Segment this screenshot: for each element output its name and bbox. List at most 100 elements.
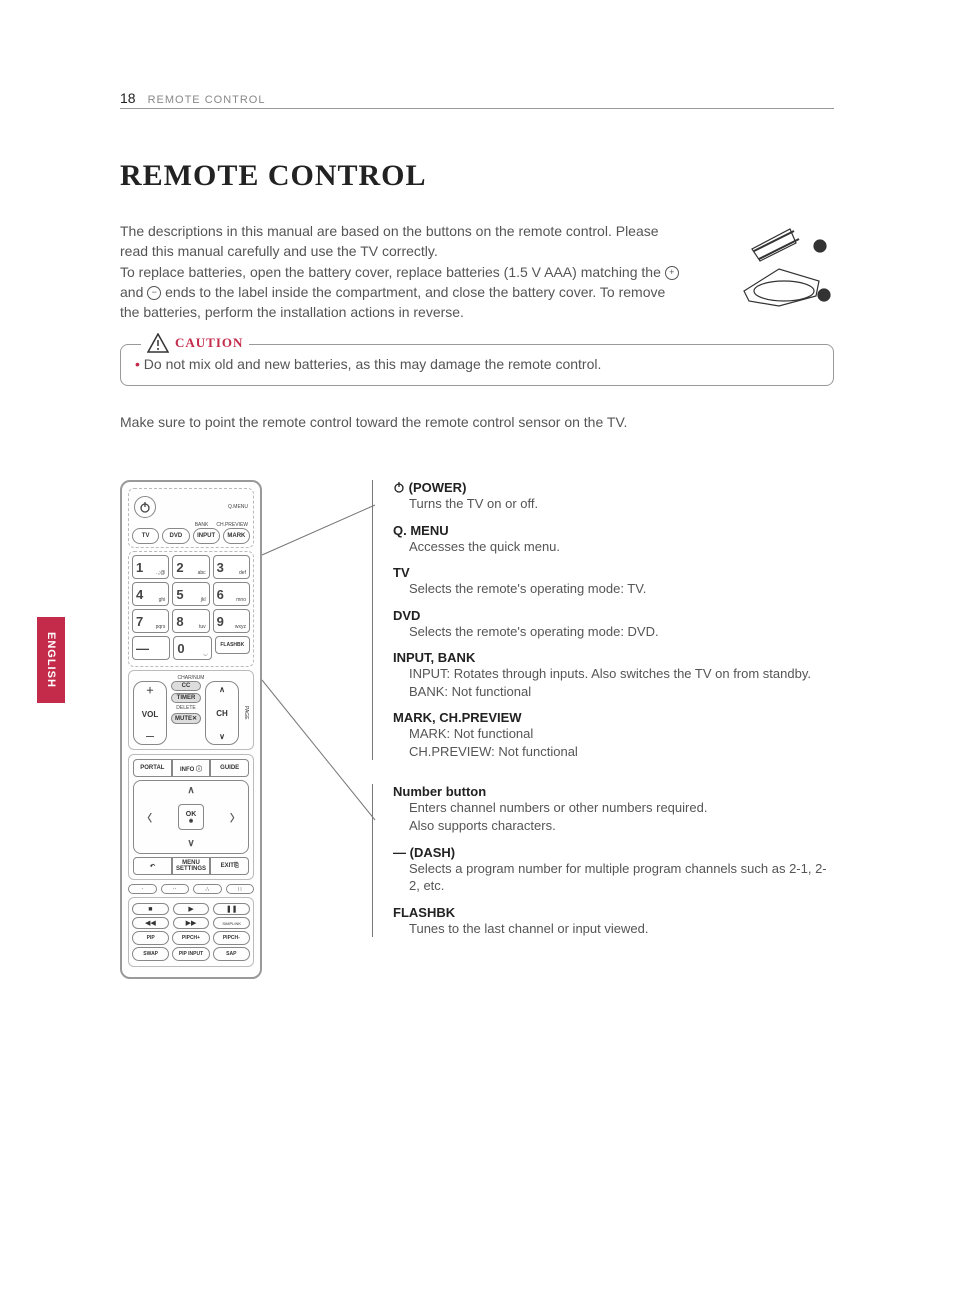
media-btn: ❚❚ [213, 903, 250, 915]
vol-ch-group: CHAR/NUM ＋VOL— CC TIMER DELETE MUTE✕ ∧CH… [128, 670, 254, 750]
cc-button: CC [171, 681, 201, 691]
pip-btn: PIP [132, 931, 169, 945]
desc-item: INPUT, BANKINPUT: Rotates through inputs… [393, 650, 834, 700]
language-tab: ENGLISH [37, 617, 65, 703]
media-btn: ■ [132, 903, 169, 915]
intro-p2c: ends to the label inside the compartment… [120, 284, 665, 320]
swap-row: SWAPPIP INPUT SAP [132, 947, 250, 961]
desc-title: DVD [393, 608, 834, 623]
desc-item: FLASHBKTunes to the last channel or inpu… [393, 905, 834, 938]
desc-body: Selects the remote's operating mode: DVD… [393, 623, 834, 641]
key-6: 6mno [213, 582, 250, 606]
mode-input: INPUT [193, 528, 220, 544]
menu-settings-button: MENUSETTINGS [172, 857, 211, 875]
nav-group: PORTAL INFO ⓘ GUIDE ∧ ∨ 〈 〉 OK◉ ↶ MENUSE… [128, 754, 254, 880]
exit-button: EXIT ⎘ [210, 857, 249, 875]
desc-item: (POWER)Turns the TV on or off. [393, 480, 834, 513]
timer-button: TIMER [171, 693, 201, 703]
key-2: 2abc [172, 555, 209, 579]
key-FLASHBK: FLASHBK [215, 636, 250, 654]
main-row: Q.MENU BANK CH.PREVIEW TVDVDINPUTMARK 1.… [120, 480, 834, 979]
swap-btn: PIP INPUT [172, 947, 209, 961]
dot1: · [128, 884, 157, 894]
mode-tv: TV [132, 528, 159, 544]
intro-p2b: and [120, 284, 147, 300]
delete-label: DELETE [171, 705, 201, 711]
media-row-1: ■ ▶❚❚ [132, 903, 250, 915]
left-arrow-icon: 〈 [142, 810, 152, 825]
down-arrow-icon: ∨ [187, 838, 194, 849]
desc-title: FLASHBK [393, 905, 834, 920]
desc-title: Number button [393, 784, 834, 799]
desc-item: Number buttonEnters channel numbers or o… [393, 784, 834, 834]
key-7: 7pqrs [132, 609, 169, 633]
media-btn: ▶ [173, 903, 210, 915]
desc-body: Tunes to the last channel or input viewe… [393, 920, 834, 938]
intro-row: The descriptions in this manual are base… [120, 221, 834, 322]
pip-row: PIPPIPCH+PIPCH- [132, 931, 250, 945]
plus-icon: + [665, 266, 679, 280]
desc-body: MARK: Not functionalCH.PREVIEW: Not func… [393, 725, 834, 760]
intro-text: The descriptions in this manual are base… [120, 221, 680, 322]
header-section: REMOTE CONTROL [148, 94, 266, 106]
warning-icon [147, 333, 169, 353]
page-number: 18 [120, 90, 136, 106]
key-4: 4ghi [132, 582, 169, 606]
caution-box: CAUTION Do not mix old and new batteries… [120, 344, 834, 386]
desc-block-b: Number buttonEnters channel numbers or o… [372, 784, 834, 937]
key-1: 1.,;@ [132, 555, 169, 579]
desc-title: — (DASH) [393, 845, 834, 860]
qmenu-label: Q.MENU [228, 504, 248, 510]
desc-item: Q. MENUAccesses the quick menu. [393, 523, 834, 556]
page: 18 REMOTE CONTROL REMOTE CONTROL The des… [0, 0, 954, 1039]
swap-btn: SAP [213, 947, 250, 961]
swap-btn: SWAP [132, 947, 169, 961]
desc-item: — (DASH)Selects a program number for mul… [393, 845, 834, 895]
desc-title: TV [393, 565, 834, 580]
desc-body: Turns the TV on or off. [393, 495, 834, 513]
desc-title: Q. MENU [393, 523, 834, 538]
minus-icon: − [147, 286, 161, 300]
guide-button: GUIDE [210, 759, 249, 777]
desc-body: Selects a program number for multiple pr… [393, 860, 834, 895]
ch-rocker: ∧CH∨ [205, 681, 239, 745]
media-row-2: ◀◀▶▶SIMPLINK [132, 917, 250, 929]
media-btn: SIMPLINK [213, 917, 250, 929]
vol-label: VOL [142, 710, 158, 719]
mute-button: MUTE✕ [171, 713, 201, 724]
media-btn: ◀◀ [132, 917, 169, 929]
remote-control-diagram: Q.MENU BANK CH.PREVIEW TVDVDINPUTMARK 1.… [120, 480, 262, 979]
section-title: REMOTE CONTROL [120, 159, 834, 193]
portal-button: PORTAL [133, 759, 172, 777]
caution-header: CAUTION [141, 333, 249, 353]
info-button: INFO ⓘ [172, 759, 211, 777]
ok-button: OK◉ [178, 804, 204, 830]
info-row: PORTAL INFO ⓘ GUIDE [133, 759, 249, 777]
desc-body: Accesses the quick menu. [393, 538, 834, 556]
desc-item: MARK, CH.PREVIEWMARK: Not functionalCH.P… [393, 710, 834, 760]
numpad-group: 1.,;@2abc3def4ghi5jkl6mno7pqrs8tuv9wxyz—… [128, 551, 254, 667]
desc-title: INPUT, BANK [393, 650, 834, 665]
key-8: 8tuv [172, 609, 209, 633]
desc-item: TVSelects the remote's operating mode: T… [393, 565, 834, 598]
media-group: ■▶❚❚ ◀◀▶▶SIMPLINK PIPPIPCH+PIPCH- SWAPPI… [128, 897, 254, 967]
remote-top-group: Q.MENU BANK CH.PREVIEW TVDVDINPUTMARK [128, 488, 254, 548]
right-arrow-icon: 〉 [230, 810, 240, 825]
key-9: 9wxyz [213, 609, 250, 633]
dpad: ∧ ∨ 〈 〉 OK◉ [133, 780, 249, 854]
battery-illustration: 2 1 [724, 221, 834, 311]
menu-row: ↶ MENUSETTINGS EXIT ⎘ [133, 857, 249, 875]
up-arrow-icon: ∧ [187, 785, 194, 796]
key-5: 5jkl [172, 582, 209, 606]
page-label: PAGE [243, 706, 249, 720]
caution-text: Do not mix old and new batteries, as thi… [135, 355, 819, 375]
desc-title: (POWER) [393, 480, 834, 495]
descriptions: (POWER)Turns the TV on or off. Q. MENUAcc… [372, 480, 834, 947]
desc-body: INPUT: Rotates through inputs. Also swit… [393, 665, 834, 700]
svg-text:2: 2 [818, 242, 823, 251]
dot3: ∴ [193, 884, 222, 894]
desc-block-a: (POWER)Turns the TV on or off. Q. MENUAcc… [372, 480, 834, 760]
desc-title: MARK, CH.PREVIEW [393, 710, 834, 725]
pip-btn: PIPCH- [213, 931, 250, 945]
mode-mark: MARK [223, 528, 250, 544]
